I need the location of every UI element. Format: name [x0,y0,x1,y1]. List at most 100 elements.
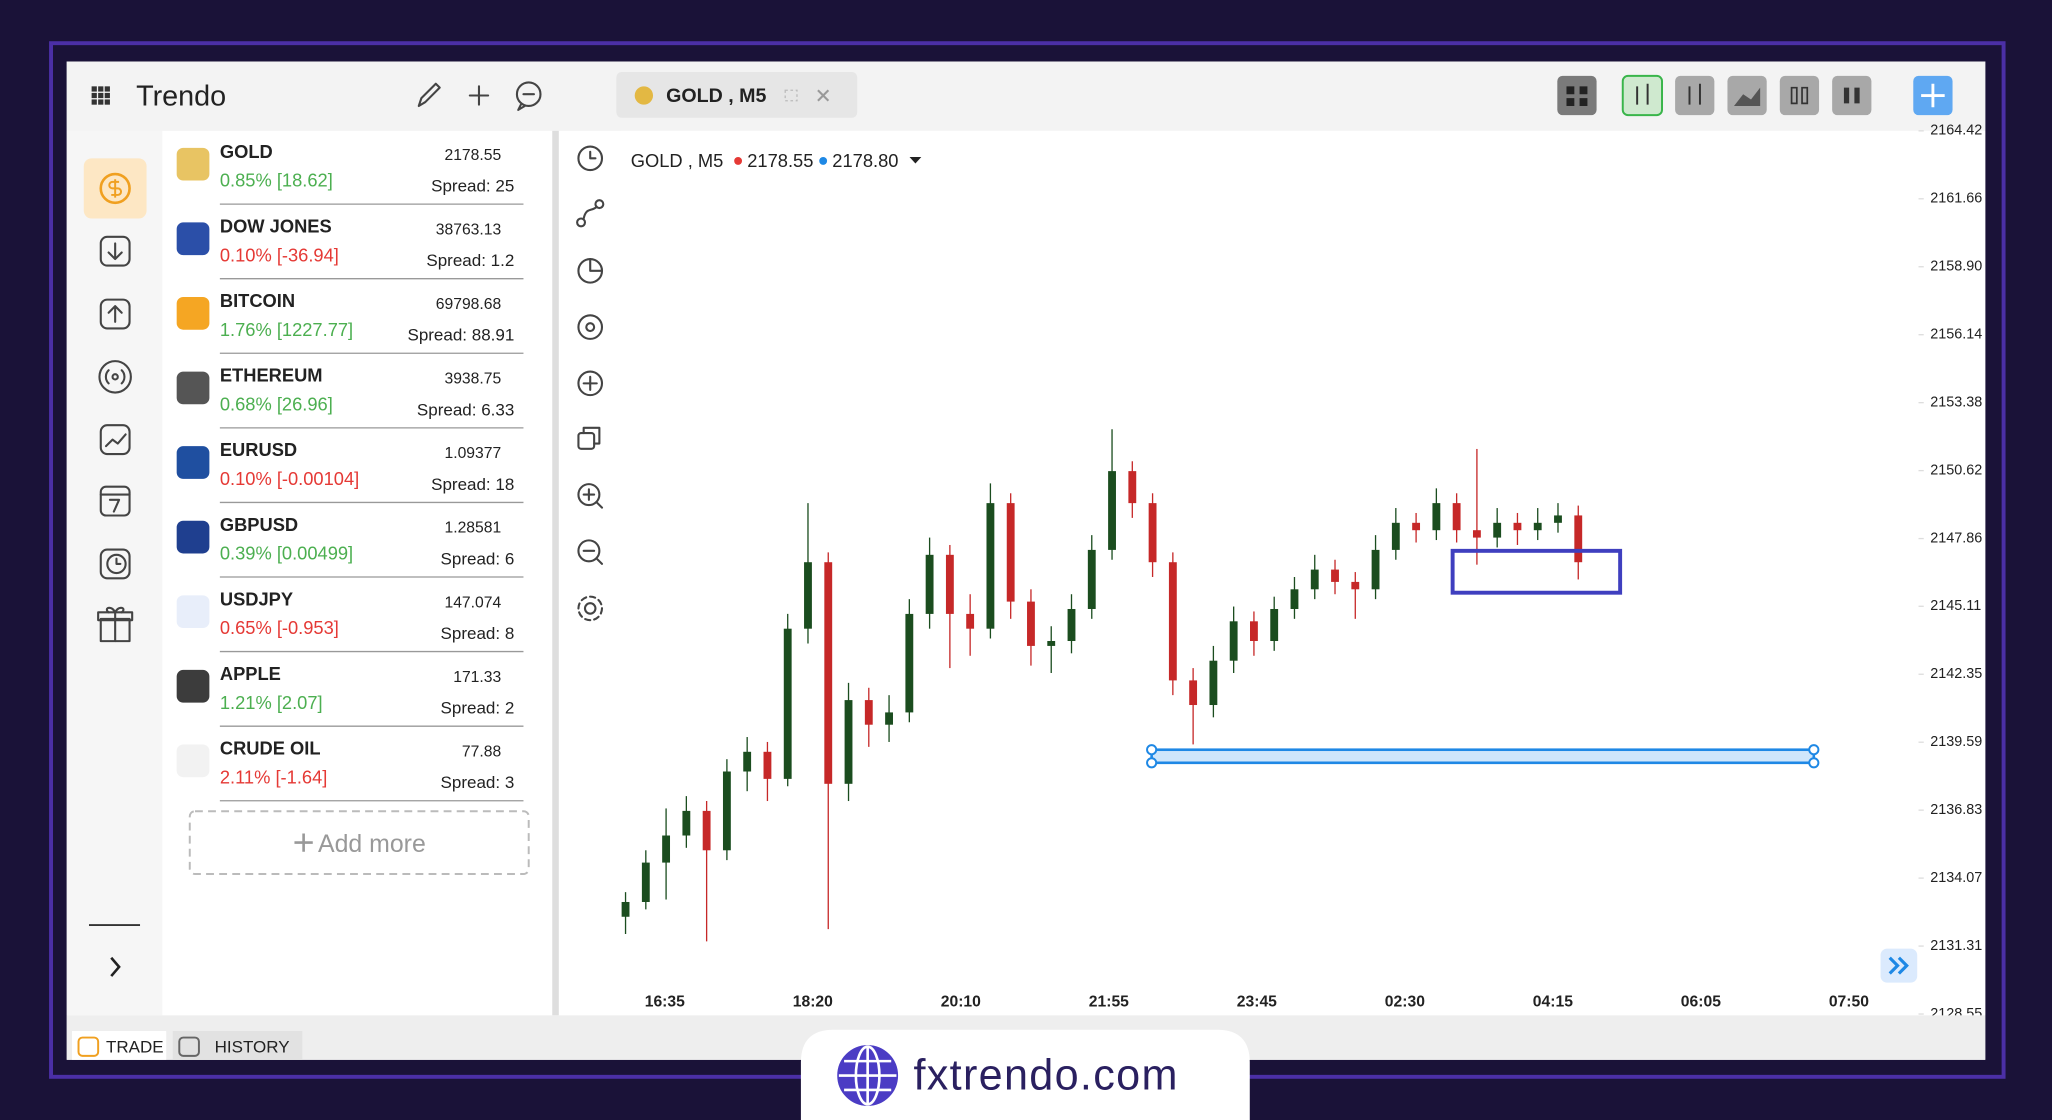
pie-tool[interactable] [577,258,604,284]
candle-body [763,751,772,779]
tab-expand[interactable] [784,89,798,102]
candle-body [1351,581,1360,590]
x-tick-label: 02:30 [1385,993,1425,1010]
asset-spread: Spread: 88.91 [407,326,514,345]
signals-nav[interactable] [98,360,132,394]
layout-icon [1566,86,1588,106]
y-tick-label: 2164.42 [1930,123,1982,139]
target-tool[interactable] [577,314,604,340]
clone-tool[interactable] [577,426,601,450]
candle-body [1493,522,1502,538]
watchlist-row[interactable]: DOW JONES 0.10% [-36.94] 38763.13 Spread: 1… [176,216,524,280]
watchlist-row[interactable]: ETHEREUM 0.68% [26.96] 3938.75 Spread: 6.33 [176,365,524,429]
candles [621,429,1583,942]
globe-icon [837,1045,899,1106]
asset-change: 0.10% [-0.00104] [220,468,359,489]
candle-body [1027,601,1035,646]
ask-price: 2178.80 [832,150,898,171]
area-type-button[interactable] [1727,75,1767,116]
tab-close[interactable] [817,89,830,102]
candle-body [864,700,873,725]
markets-icon [99,172,131,205]
candle-body [662,835,671,863]
app-name: Trendo [136,81,226,113]
history-icon [178,1036,200,1057]
candle-body [1209,660,1218,706]
bar-type-icon [1688,83,1701,105]
edit-button[interactable] [417,82,441,108]
candle-body [1574,515,1583,563]
chat-button[interactable] [515,81,542,111]
asset-spread: Spread: 1.2 [426,251,514,270]
gold-icon [634,86,654,105]
asset-change: 1.21% [2.07] [220,692,323,713]
candle-body [1148,503,1157,563]
rewards-nav[interactable] [97,606,134,643]
zoom-in-tool[interactable] [577,483,604,509]
asset-icon [176,744,210,778]
markets-dollar [108,179,122,198]
bid-price: 2178.55 [747,150,813,171]
add-button[interactable] [468,85,490,106]
watchlist-row[interactable]: EURUSD 0.10% [-0.00104] 1.09377 Spread: 18 [176,439,524,504]
deposit-nav[interactable] [99,235,131,267]
settings-tool[interactable] [577,595,604,622]
asset-spread: Spread: 8 [441,624,515,643]
asset-spread: Spread: 25 [431,177,514,196]
panel-divider [552,130,559,1016]
candle-body [1554,515,1562,523]
candle-body [1128,471,1137,504]
x-tick-label: 20:10 [941,993,981,1010]
price-dropdown[interactable] [909,157,922,164]
add-more-label: Add more [318,830,426,858]
x-tick-label: 21:55 [1089,993,1129,1010]
asset-icon [176,446,210,479]
watchlist-row[interactable]: GOLD 0.85% [18.62] 2178.55 Spread: 25 [176,141,524,205]
asset-change: 0.10% [-36.94] [220,244,339,265]
apps-menu[interactable] [91,86,110,105]
chart-tab[interactable] [616,71,858,118]
heikin-type-button[interactable] [1832,75,1872,116]
history-nav[interactable] [99,548,131,580]
watchlist-row[interactable]: USDJPY 0.65% [-0.953] 147.074 Spread: 8 [176,588,524,653]
asset-price: 2178.55 [444,147,501,164]
trendline-tool[interactable] [576,199,605,228]
time-tool[interactable] [577,145,604,172]
candle-body [641,862,650,902]
candle-body [743,751,752,772]
watchlist-row[interactable]: BITCOIN 1.76% [1227.77] 69798.68 Spread: 88… [176,290,524,354]
asset-name: ETHEREUM [220,365,323,386]
withdraw-nav[interactable] [99,298,131,330]
zoom-out-tool[interactable] [577,539,604,565]
watchlist-row[interactable]: CRUDE OIL 2.11% [-1.64] 77.88 Spread: 3 [176,738,524,802]
asset-name: BITCOIN [220,290,295,311]
candle-body [1168,562,1177,681]
candle-body [1513,522,1522,531]
add-indicator-tool[interactable] [577,370,604,397]
calendar-nav[interactable] [99,485,131,517]
bar-type-button[interactable] [1675,75,1715,116]
horizontal-ray-drawing[interactable] [1146,744,1820,769]
layout-button[interactable] [1557,75,1597,116]
y-tick-label: 2136.83 [1930,802,1982,818]
candle-body [1412,522,1421,531]
hollow-type-button[interactable] [1779,75,1820,116]
candle-body [1047,641,1056,646]
watchlist-row[interactable]: GBPUSD 0.39% [0.00499] 1.28581 Spread: 6 [176,514,524,578]
y-tick-label: 2150.62 [1930,462,1982,478]
asset-icon [176,669,210,703]
y-tick-label: 2139.59 [1930,734,1982,750]
watchlist-row[interactable]: APPLE 1.21% [2.07] 171.33 Spread: 2 [176,663,524,727]
candle-body [1472,530,1481,538]
asset-icon [176,147,210,181]
add-more-button[interactable] [188,810,530,875]
analytics-nav[interactable] [99,424,131,456]
asset-icon [176,297,210,330]
candle-type-button[interactable] [1621,74,1663,117]
candle-body [682,810,691,836]
drawing-tools [576,145,605,622]
expand-rail[interactable] [110,956,121,977]
y-tick-label: 2153.38 [1930,394,1982,410]
